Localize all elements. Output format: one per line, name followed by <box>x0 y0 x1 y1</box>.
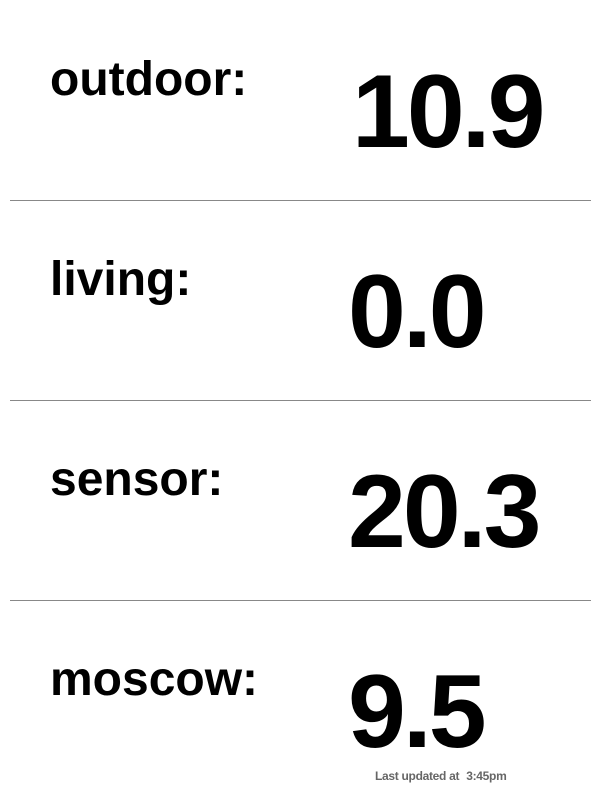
reading-row-sensor: sensor: 20.3 <box>0 400 600 600</box>
reading-label: moscow: <box>50 653 259 706</box>
row-divider <box>10 400 591 401</box>
row-divider <box>10 600 591 601</box>
last-updated-time: 3:45pm <box>466 769 507 783</box>
last-updated-footer: Last updated at 3:45pm <box>375 769 507 783</box>
row-divider <box>10 200 591 201</box>
reading-row-moscow: moscow: 9.5 <box>0 600 600 800</box>
reading-label: living: <box>50 253 192 306</box>
reading-value: 0.0 <box>348 254 487 370</box>
reading-row-living: living: 0.0 <box>0 200 600 400</box>
reading-row-outdoor: outdoor: 10.9 <box>0 0 600 200</box>
reading-value: 20.3 <box>348 454 541 570</box>
last-updated-prefix: Last updated at <box>375 769 460 783</box>
reading-value: 10.9 <box>352 54 545 170</box>
reading-label: outdoor: <box>50 53 248 106</box>
reading-value: 9.5 <box>348 654 487 770</box>
reading-label: sensor: <box>50 453 224 506</box>
